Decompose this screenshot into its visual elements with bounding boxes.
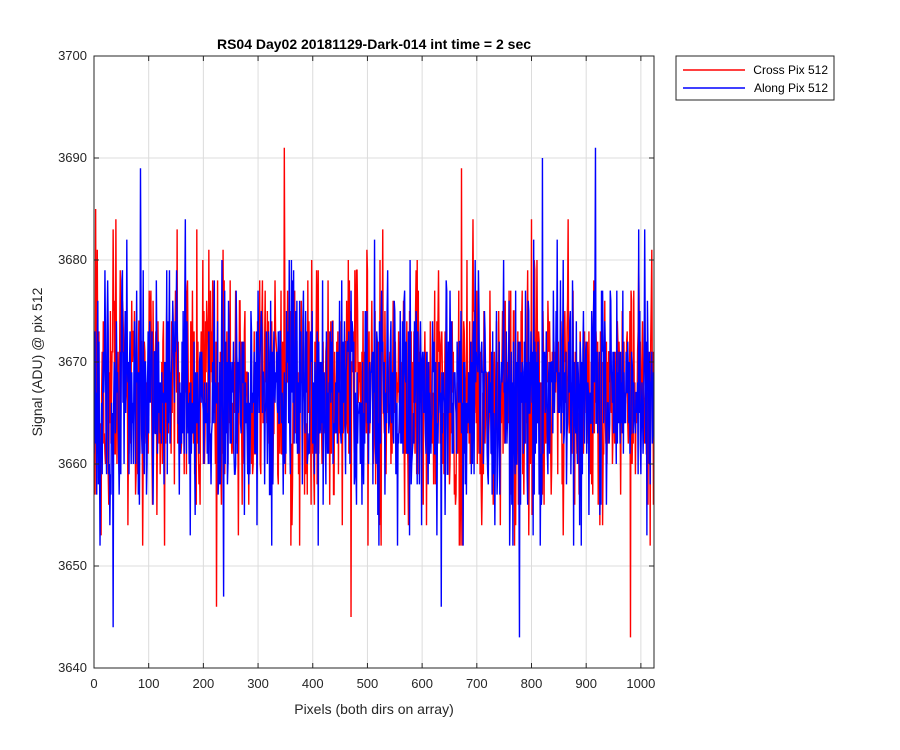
legend-label-along: Along Pix 512: [754, 81, 828, 95]
x-tick-label: 400: [302, 676, 324, 691]
series-layer: [94, 147, 654, 638]
tick-layer: 0 100 200 300 400 500 600 700 800 900 1000 3640 3650…: [58, 48, 655, 691]
y-tick-label: 3640: [58, 660, 87, 675]
y-tick-label: 3660: [58, 456, 87, 471]
x-tick-label: 700: [466, 676, 488, 691]
legend-box: [675, 55, 835, 101]
x-tick-label: 500: [357, 676, 379, 691]
x-tick-label: 800: [521, 676, 543, 691]
y-tick-label: 3690: [58, 150, 87, 165]
x-tick-label: 300: [247, 676, 269, 691]
x-tick-label: 900: [575, 676, 597, 691]
y-tick-label: 3700: [58, 48, 87, 63]
y-tick-label: 3650: [58, 558, 87, 573]
x-axis-label: Pixels (both dirs on array): [294, 701, 454, 717]
y-axis-label: Signal (ADU) @ pix 512: [29, 287, 45, 436]
x-tick-label: 600: [411, 676, 433, 691]
x-tick-label: 200: [193, 676, 215, 691]
legend-label-cross: Cross Pix 512: [753, 63, 828, 77]
chart-title: RS04 Day02 20181129-Dark-014 int time = …: [217, 36, 531, 52]
y-tick-label: 3670: [58, 354, 87, 369]
x-tick-label: 1000: [626, 676, 655, 691]
y-tick-label: 3680: [58, 252, 87, 267]
series-line-along-pix-512: [94, 147, 654, 638]
x-tick-label: 100: [138, 676, 160, 691]
x-tick-label: 0: [90, 676, 97, 691]
legend[interactable]: Cross Pix 512 Along Pix 512: [675, 55, 835, 101]
